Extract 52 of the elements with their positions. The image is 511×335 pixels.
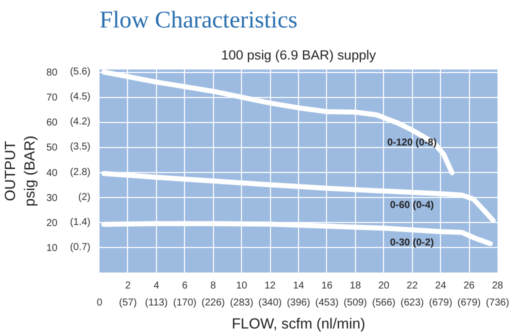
text: (2.8): [70, 166, 90, 178]
text: (4.5): [70, 92, 90, 103]
y-tick-label: 70: [46, 92, 58, 104]
x-tick-label: 22: [406, 280, 418, 292]
text: 0: [96, 298, 103, 308]
x-tick-label: 24: [435, 280, 447, 292]
text: (3.5): [70, 142, 90, 153]
x-tick-label: 18: [350, 280, 362, 292]
x-tick-label: 12: [264, 280, 276, 292]
text: (113): [145, 298, 168, 308]
series-label: 0-120 (0-8): [387, 138, 437, 149]
y-tick-label: 60: [46, 118, 58, 129]
x-tick-label: 26: [464, 280, 476, 292]
text: (226): [202, 298, 225, 308]
y-tick-label: 40: [46, 168, 58, 179]
text: (679): [428, 298, 452, 308]
x-tick-label: 2: [125, 280, 132, 292]
text: (396): [286, 298, 310, 308]
text: (283): [230, 298, 254, 308]
x-tick-label: 16: [321, 280, 333, 292]
x-tick-label: 4: [154, 280, 160, 292]
text: (623): [400, 298, 424, 308]
x-tick-label: 6: [182, 280, 188, 292]
text: (0.7): [70, 242, 90, 253]
text: (170): [173, 298, 196, 308]
text: (509): [344, 298, 368, 308]
x-tick-label: 28: [492, 280, 504, 292]
x-tick-label: 8: [210, 280, 216, 292]
text: (340): [258, 298, 282, 308]
text: (679): [457, 298, 481, 308]
text: (5.6): [70, 66, 90, 78]
y-axis-title: OUTPUT psig (BAR): [3, 136, 38, 206]
series-label: 0-30 (0-2): [390, 237, 434, 248]
y-tick-label: 30: [46, 192, 58, 204]
y-tick-label: 10: [46, 242, 58, 254]
text: (57): [119, 298, 137, 308]
y-tick-label: 80: [46, 68, 58, 79]
text: (566): [372, 298, 396, 308]
text: (4.2): [70, 116, 90, 128]
y-tick-label: 50: [46, 142, 58, 154]
x-tick-label: 14: [292, 280, 304, 292]
text: (453): [315, 298, 339, 308]
text: (2): [78, 192, 91, 203]
chart-title: Flow Characteristics: [100, 8, 298, 34]
chart-subtitle: 100 psig (6.9 BAR) supply: [221, 48, 376, 62]
text: (1.4): [70, 216, 90, 228]
y-tick-label: 20: [46, 218, 58, 229]
text: (736): [486, 298, 510, 308]
x-tick-label: 10: [236, 280, 248, 292]
series-label: 0-60 (0-4): [390, 200, 434, 211]
x-axis-title: FLOW, scfm (nl/min): [232, 316, 366, 332]
x-tick-label: 20: [378, 280, 390, 292]
